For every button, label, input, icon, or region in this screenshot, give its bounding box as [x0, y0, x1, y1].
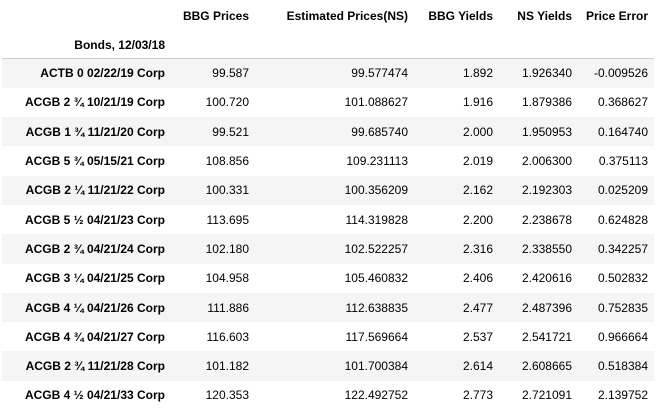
cell-estimated-price: 101.088627	[255, 88, 414, 117]
cell-bbg-price: 111.886	[171, 293, 255, 322]
cell-ns-yield: 1.950953	[499, 117, 578, 146]
cell-ns-yield: 2.192303	[499, 176, 578, 205]
cell-price-error: 0.502832	[578, 264, 654, 293]
cell-bbg-price: 99.587	[171, 59, 255, 88]
cell-bbg-yield: 2.477	[414, 293, 499, 322]
cell-bbg-yield: 2.537	[414, 322, 499, 351]
column-header-bbg-yields: BBG Yields	[414, 0, 499, 31]
cell-estimated-price: 100.356209	[255, 176, 414, 205]
cell-bbg-yield: 1.916	[414, 88, 499, 117]
cell-bbg-yield: 1.892	[414, 59, 499, 88]
cell-ns-yield: 1.926340	[499, 59, 578, 88]
cell-ns-yield: 2.338550	[499, 234, 578, 263]
index-row-blank	[499, 31, 578, 59]
row-index-bond: ACGB 2 ¼ 11/21/22 Corp	[2, 176, 171, 205]
row-index-bond: ACGB 4 ¾ 04/21/27 Corp	[2, 322, 171, 351]
column-header-row: BBG Prices Estimated Prices(NS) BBG Yiel…	[2, 0, 654, 31]
cell-bbg-price: 113.695	[171, 205, 255, 234]
cell-ns-yield: 2.238678	[499, 205, 578, 234]
cell-estimated-price: 114.319828	[255, 205, 414, 234]
cell-ns-yield: 2.541721	[499, 322, 578, 351]
cell-price-error: 0.752835	[578, 293, 654, 322]
cell-bbg-price: 100.720	[171, 88, 255, 117]
column-header-price-error: Price Error	[578, 0, 654, 31]
cell-ns-yield: 1.879386	[499, 88, 578, 117]
cell-price-error: 0.375113	[578, 146, 654, 175]
cell-bbg-price: 102.180	[171, 234, 255, 263]
cell-ns-yield: 2.006300	[499, 146, 578, 175]
row-index-bond: ACTB 0 02/22/19 Corp	[2, 59, 171, 88]
row-index-bond: ACGB 1 ¾ 11/21/20 Corp	[2, 117, 171, 146]
cell-bbg-yield: 2.406	[414, 264, 499, 293]
cell-price-error: 0.966664	[578, 322, 654, 351]
cell-ns-yield: 2.487396	[499, 293, 578, 322]
cell-price-error: 0.342257	[578, 234, 654, 263]
cell-estimated-price: 109.231113	[255, 146, 414, 175]
cell-bbg-yield: 2.614	[414, 351, 499, 380]
cell-estimated-price: 102.522257	[255, 234, 414, 263]
cell-bbg-price: 108.856	[171, 146, 255, 175]
row-index-bond: ACGB 5 ¾ 05/15/21 Corp	[2, 146, 171, 175]
cell-estimated-price: 101.700384	[255, 351, 414, 380]
index-row-blank	[414, 31, 499, 59]
index-name-row: Bonds, 12/03/18	[2, 31, 654, 59]
column-header-estimated-prices: Estimated Prices(NS)	[255, 0, 414, 31]
row-index-bond: ACGB 4 ¼ 04/21/26 Corp	[2, 293, 171, 322]
index-row-blank	[255, 31, 414, 59]
row-index-bond: ACGB 2 ¾ 11/21/28 Corp	[2, 351, 171, 380]
index-name: Bonds, 12/03/18	[2, 31, 171, 59]
cell-price-error: -0.009526	[578, 59, 654, 88]
cell-price-error: 0.368627	[578, 88, 654, 117]
cell-bbg-yield: 2.316	[414, 234, 499, 263]
cell-ns-yield: 2.420616	[499, 264, 578, 293]
index-header-blank	[2, 0, 171, 31]
cell-bbg-yield: 2.162	[414, 176, 499, 205]
row-index-bond: ACGB 2 ¾ 10/21/19 Corp	[2, 88, 171, 117]
cell-estimated-price: 99.577474	[255, 59, 414, 88]
row-index-bond: ACGB 2 ¾ 04/21/24 Corp	[2, 234, 171, 263]
column-header-bbg-prices: BBG Prices	[171, 0, 255, 31]
index-row-blank	[578, 31, 654, 59]
column-header-ns-yields: NS Yields	[499, 0, 578, 31]
cell-price-error: 0.164740	[578, 117, 654, 146]
cell-bbg-yield: 2.200	[414, 205, 499, 234]
row-index-bond: ACGB 3 ¼ 04/21/25 Corp	[2, 264, 171, 293]
cell-bbg-yield: 2.019	[414, 146, 499, 175]
cell-price-error: 0.518384	[578, 351, 654, 380]
cell-bbg-price: 100.331	[171, 176, 255, 205]
cell-bbg-yield: 2.000	[414, 117, 499, 146]
index-row-blank	[171, 31, 255, 59]
cell-estimated-price: 99.685740	[255, 117, 414, 146]
row-index-bond: ACGB 5 ½ 04/21/23 Corp	[2, 205, 171, 234]
cell-bbg-price: 116.603	[171, 322, 255, 351]
cell-bbg-price: 99.521	[171, 117, 255, 146]
cell-ns-yield: 2.608665	[499, 351, 578, 380]
cell-estimated-price: 105.460832	[255, 264, 414, 293]
table-header: BBG Prices Estimated Prices(NS) BBG Yiel…	[2, 0, 654, 59]
cell-bbg-price: 101.182	[171, 351, 255, 380]
cell-estimated-price: 112.638835	[255, 293, 414, 322]
cell-bbg-price: 104.958	[171, 264, 255, 293]
cell-price-error: 0.624828	[578, 205, 654, 234]
cell-price-error: 0.025209	[578, 176, 654, 205]
cell-estimated-price: 117.569664	[255, 322, 414, 351]
